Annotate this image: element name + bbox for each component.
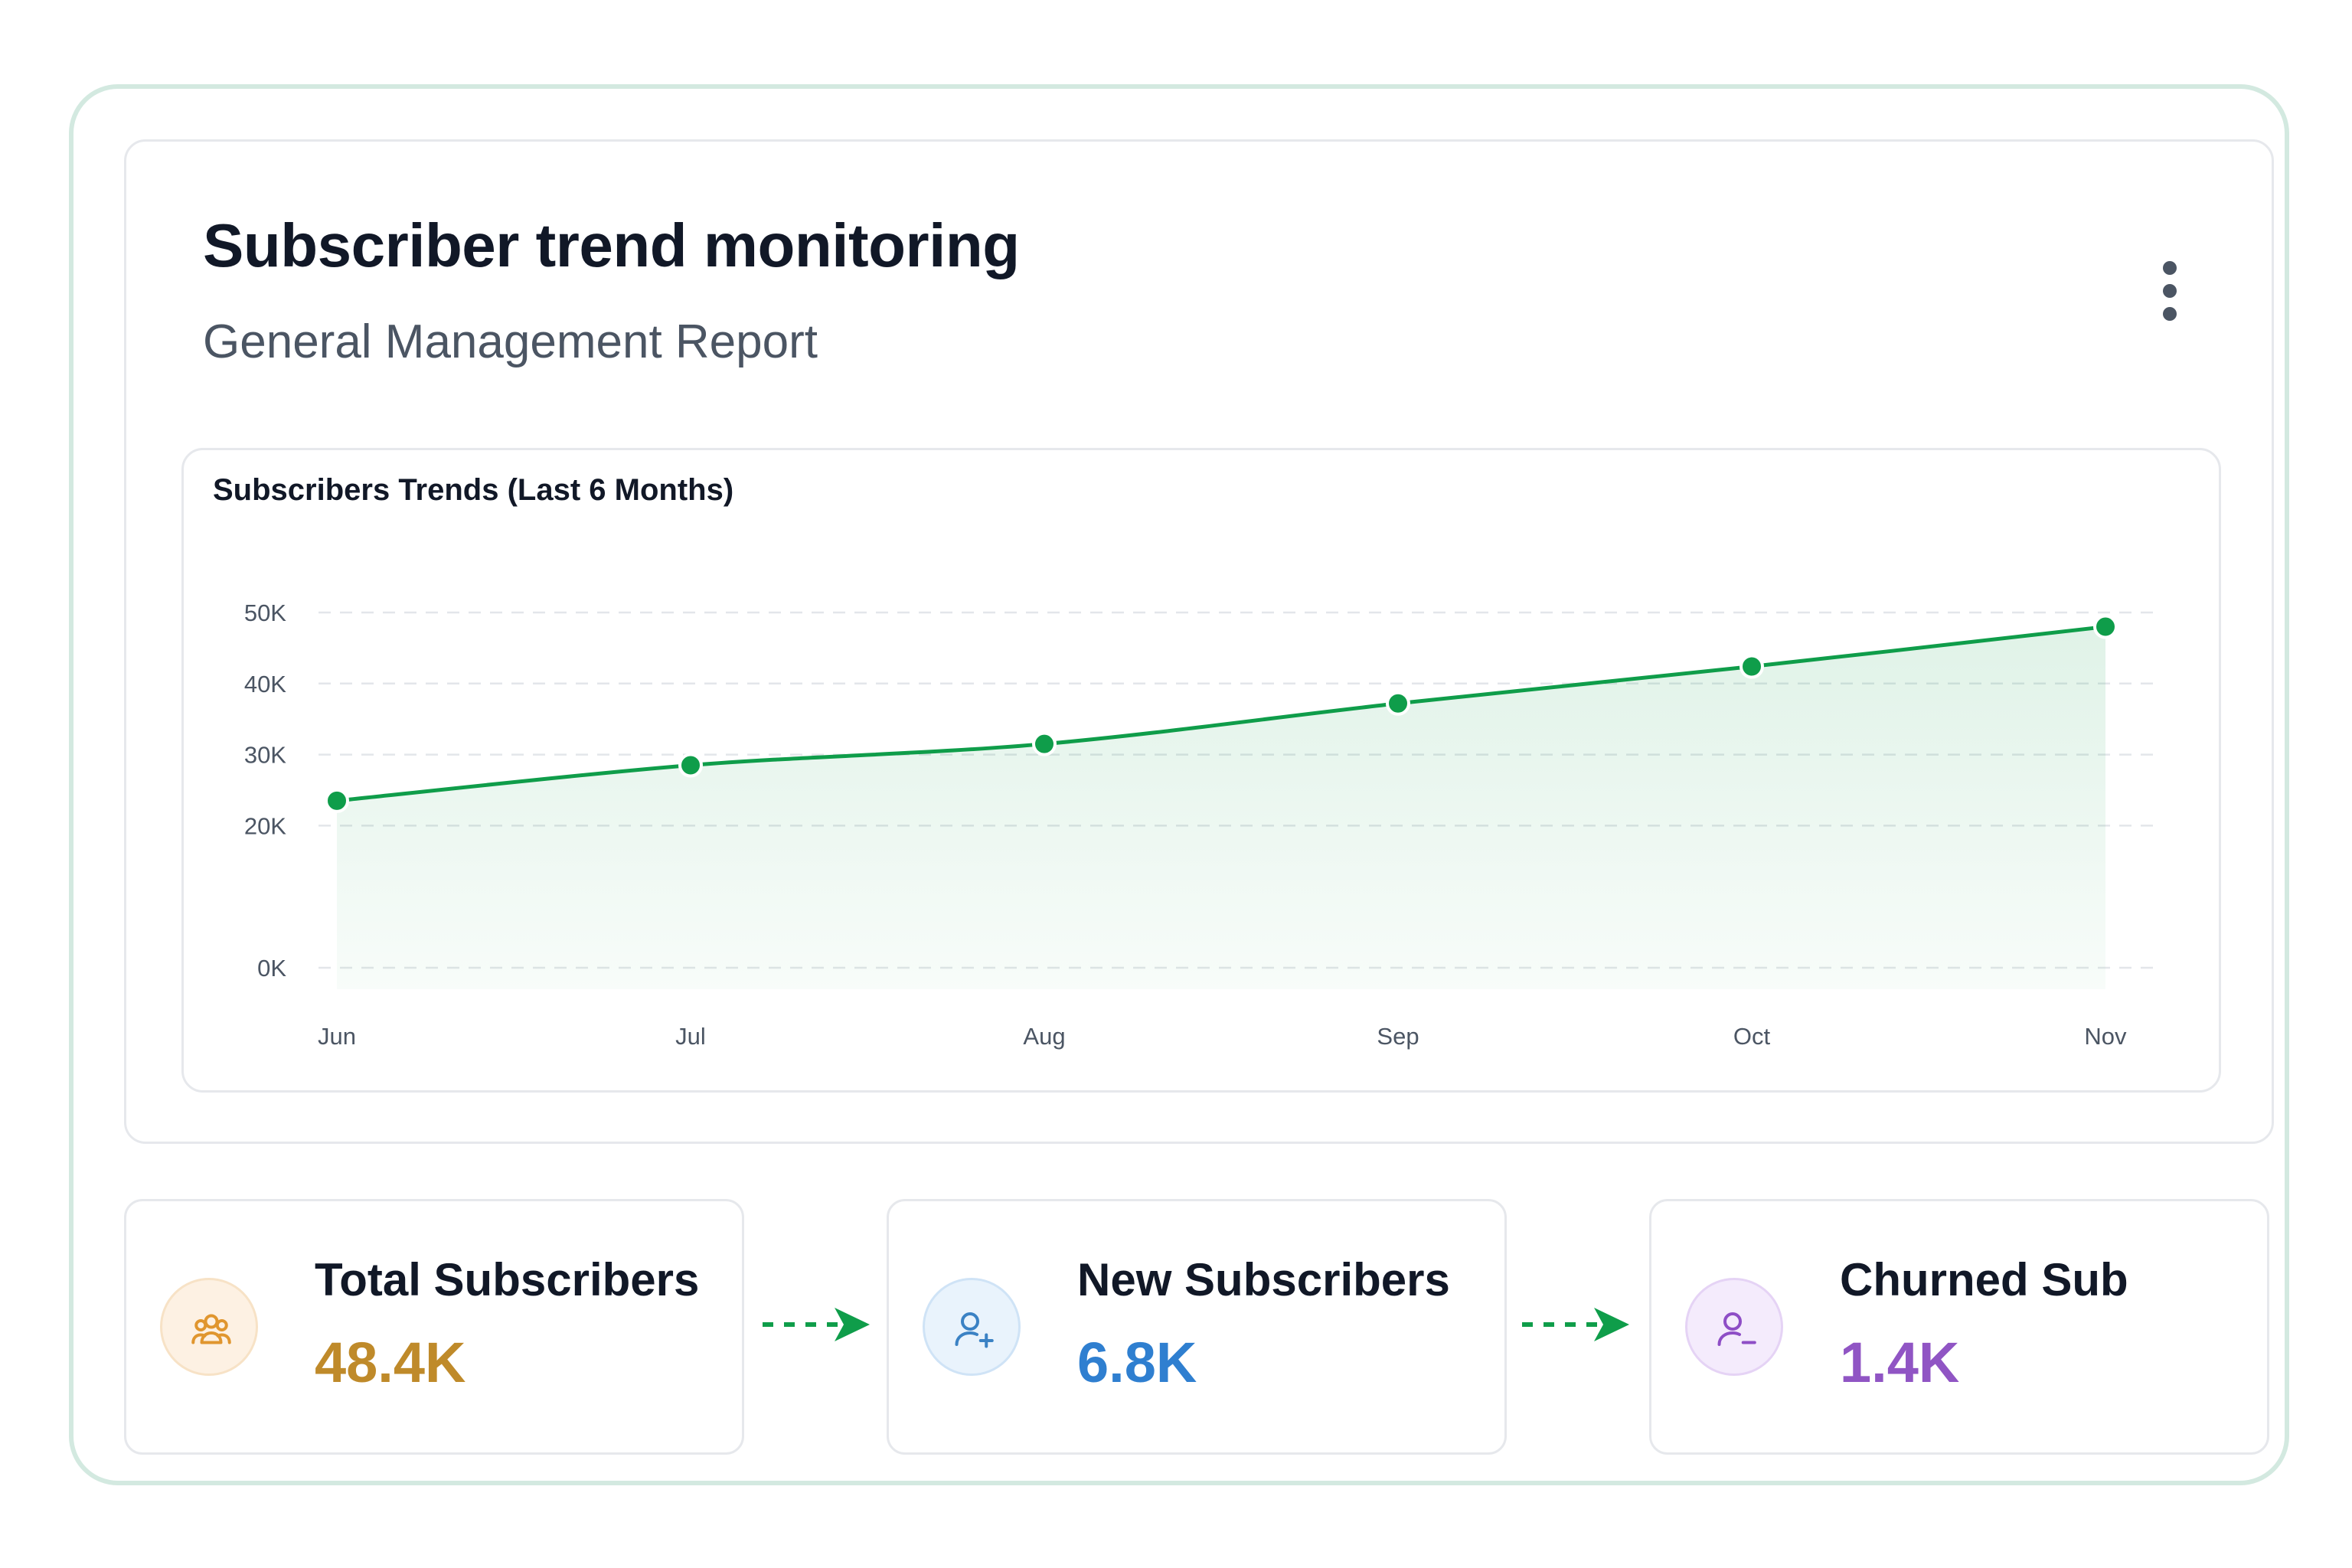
more-vertical-icon-dot — [2163, 284, 2177, 298]
data-point — [2093, 614, 2118, 639]
x-tick-label: Aug — [1023, 1023, 1065, 1050]
page-subtitle: General Management Report — [203, 315, 818, 368]
users-group-icon-glyph — [191, 1314, 231, 1344]
stat-label: Total Subscribers — [315, 1254, 700, 1305]
subscribers-trend-chart: Subscribers Trends (Last 6 Months) Jun Ju… — [181, 448, 2221, 1093]
user-plus-icon-glyph — [955, 1312, 994, 1348]
x-tick-label: Nov — [2084, 1023, 2127, 1050]
data-point — [678, 753, 703, 778]
page-title: Subscriber trend monitoring — [203, 211, 1020, 279]
trend-card: Subscriber trend monitoring General Mana… — [124, 139, 2274, 1144]
y-tick-label: 20K — [244, 812, 286, 839]
user-plus-icon — [923, 1278, 1021, 1376]
x-tick-label: Jul — [675, 1023, 706, 1050]
stat-card-new-subscribers[interactable]: New Subscribers 6.8K — [887, 1199, 1507, 1455]
chart-plot: Jun Jul Aug Sep Oct Nov 0K 20K 30K 40K 50K — [244, 599, 2159, 1050]
user-minus-icon — [1685, 1278, 1783, 1376]
data-point — [1386, 691, 1410, 716]
y-tick-label: 40K — [244, 671, 286, 697]
x-tick-label: Jun — [318, 1023, 356, 1050]
y-tick-label: 30K — [244, 742, 286, 769]
more-vertical-icon — [2163, 261, 2177, 275]
data-point — [1032, 731, 1057, 756]
stat-label: New Subscribers — [1077, 1254, 1450, 1305]
stat-value: 48.4K — [315, 1331, 466, 1394]
stat-value: 1.4K — [1840, 1331, 1960, 1394]
more-vertical-icon-dot — [2163, 307, 2177, 321]
stat-card-total-subscribers[interactable]: Total Subscribers 48.4K — [124, 1199, 744, 1455]
data-point — [1740, 654, 1764, 679]
stat-card-churned-subscribers[interactable]: Churned Sub 1.4K — [1649, 1199, 2269, 1455]
users-group-icon — [160, 1278, 258, 1376]
chart-title: Subscribers Trends (Last 6 Months) — [213, 473, 734, 507]
data-point — [325, 788, 349, 813]
stat-value: 6.8K — [1077, 1331, 1197, 1394]
y-tick-label: 0K — [257, 955, 286, 982]
stat-label: Churned Sub — [1840, 1254, 2128, 1305]
user-minus-icon-glyph — [1717, 1312, 1756, 1346]
y-tick-label: 50K — [244, 599, 286, 626]
flow-arrow-icon — [763, 1308, 870, 1341]
series-line — [336, 625, 2106, 803]
series-area — [337, 626, 2105, 989]
x-tick-label: Sep — [1377, 1023, 1419, 1050]
x-tick-label: Oct — [1733, 1023, 1771, 1050]
flow-arrow-icon — [1522, 1308, 1629, 1341]
more-options-button[interactable] — [2148, 249, 2194, 333]
